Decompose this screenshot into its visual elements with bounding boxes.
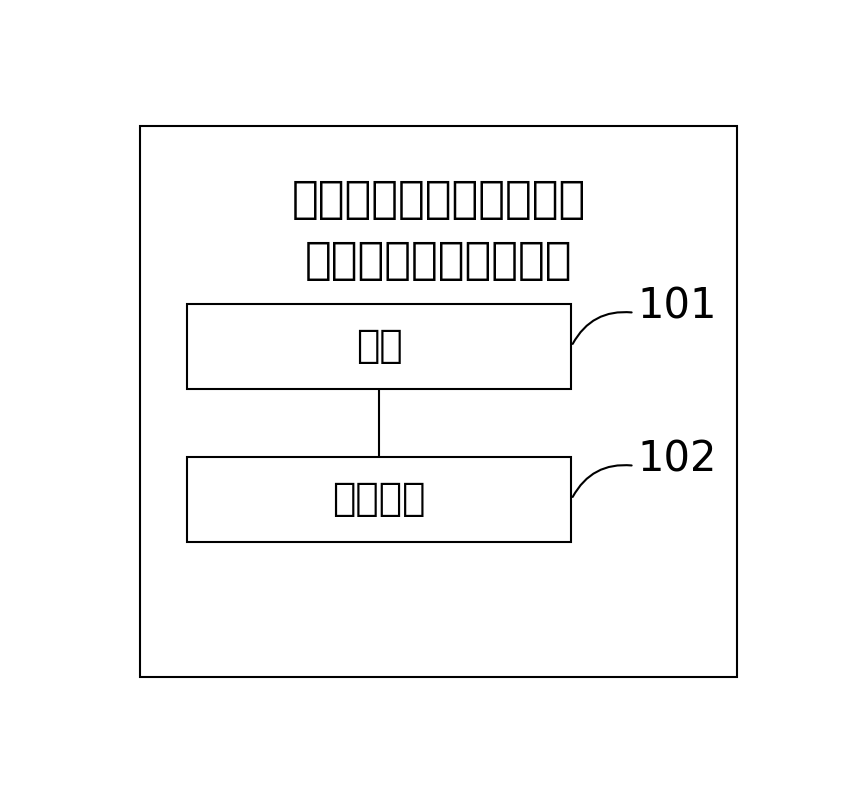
Bar <box>187 304 571 390</box>
Bar <box>187 456 571 542</box>
Text: 处理模块: 处理模块 <box>332 480 425 518</box>
Text: 基因芯片信息处理系统: 基因芯片信息处理系统 <box>305 239 573 282</box>
Text: 用于检测儿童安全用药的: 用于检测儿童安全用药的 <box>292 178 586 221</box>
Text: 探针: 探针 <box>355 328 402 366</box>
Text: 101: 101 <box>638 285 717 328</box>
Text: 102: 102 <box>638 439 717 481</box>
